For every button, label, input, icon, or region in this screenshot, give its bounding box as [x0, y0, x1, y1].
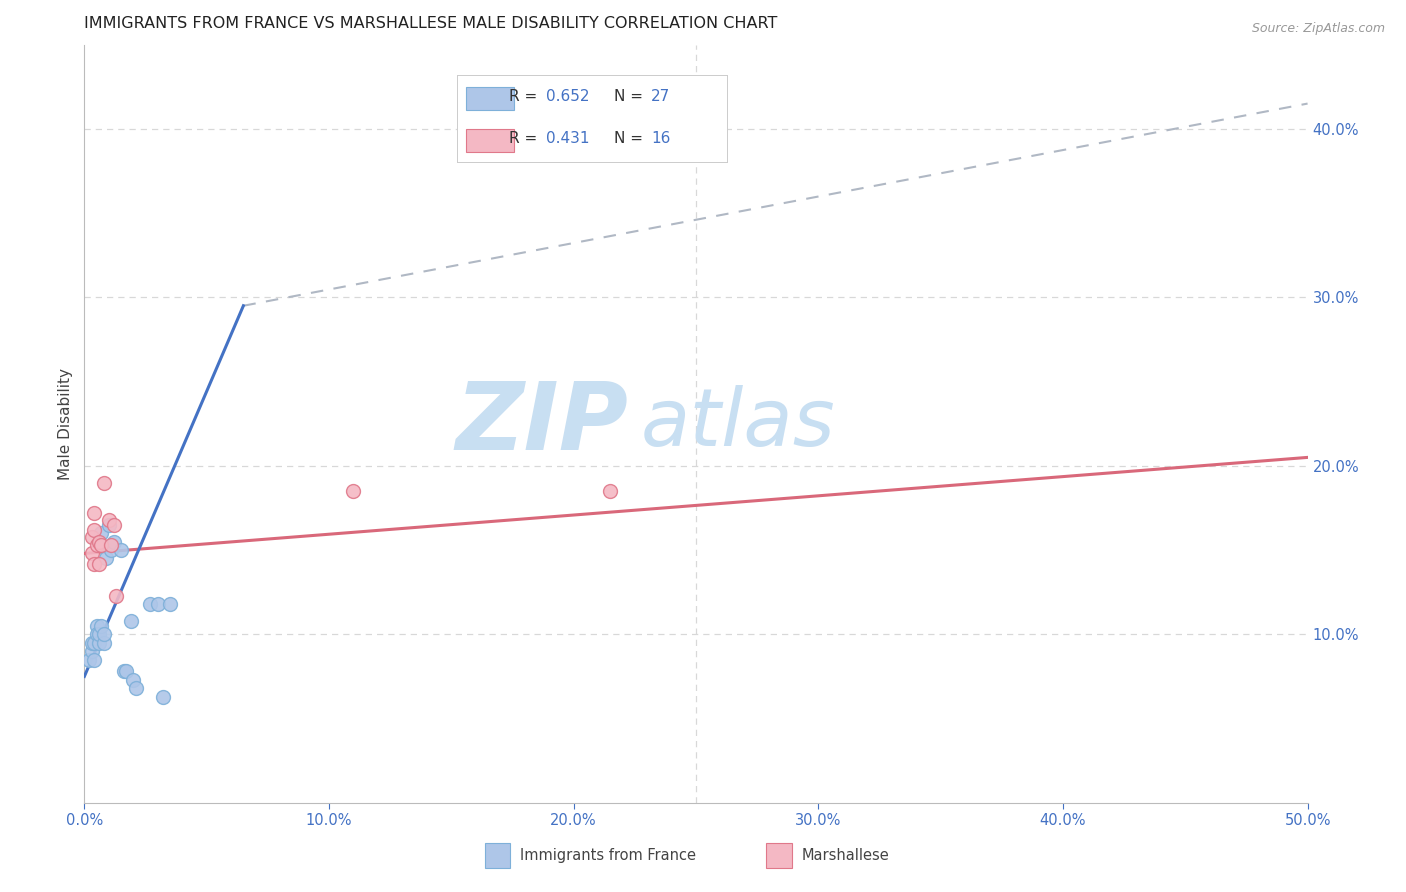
Point [80, 636, 103, 650]
Point [159, 597, 181, 611]
Point [122, 673, 145, 687]
Text: atlas: atlas [641, 384, 835, 463]
Point [80, 546, 103, 560]
Point [90, 619, 112, 633]
Point [139, 597, 162, 611]
Point [112, 665, 135, 679]
Point [87, 534, 110, 549]
Point [83, 523, 105, 537]
Point [87, 636, 110, 650]
Point [110, 543, 132, 558]
Point [115, 665, 138, 679]
Point [342, 484, 364, 499]
Point [97, 517, 120, 532]
Point [90, 526, 112, 541]
Point [103, 517, 125, 532]
Text: ZIP: ZIP [456, 377, 628, 470]
Point [93, 475, 115, 490]
Point [90, 538, 112, 552]
Point [86, 627, 108, 641]
Point [93, 627, 115, 641]
Point [93, 636, 115, 650]
Point [152, 690, 174, 704]
Point [125, 681, 148, 696]
Text: Marshallese: Marshallese [801, 848, 889, 863]
Y-axis label: Male Disability: Male Disability [58, 368, 73, 480]
Point [83, 636, 105, 650]
Point [105, 589, 128, 603]
Point [80, 530, 103, 544]
Point [599, 484, 621, 499]
Point [86, 538, 108, 552]
Point [87, 627, 110, 641]
Point [86, 619, 108, 633]
Point [103, 534, 125, 549]
Point [96, 551, 118, 566]
Point [120, 614, 142, 628]
Point [83, 506, 105, 520]
Point [83, 557, 105, 571]
Point [100, 538, 122, 552]
Text: IMMIGRANTS FROM FRANCE VS MARSHALLESE MALE DISABILITY CORRELATION CHART: IMMIGRANTS FROM FRANCE VS MARSHALLESE MA… [84, 16, 778, 31]
Text: Source: ZipAtlas.com: Source: ZipAtlas.com [1251, 22, 1385, 36]
Point [87, 557, 110, 571]
Text: Immigrants from France: Immigrants from France [520, 848, 696, 863]
Point [77, 652, 100, 666]
Point [146, 597, 169, 611]
Point [100, 543, 122, 558]
Point [80, 644, 103, 658]
Point [97, 513, 120, 527]
Point [83, 652, 105, 666]
